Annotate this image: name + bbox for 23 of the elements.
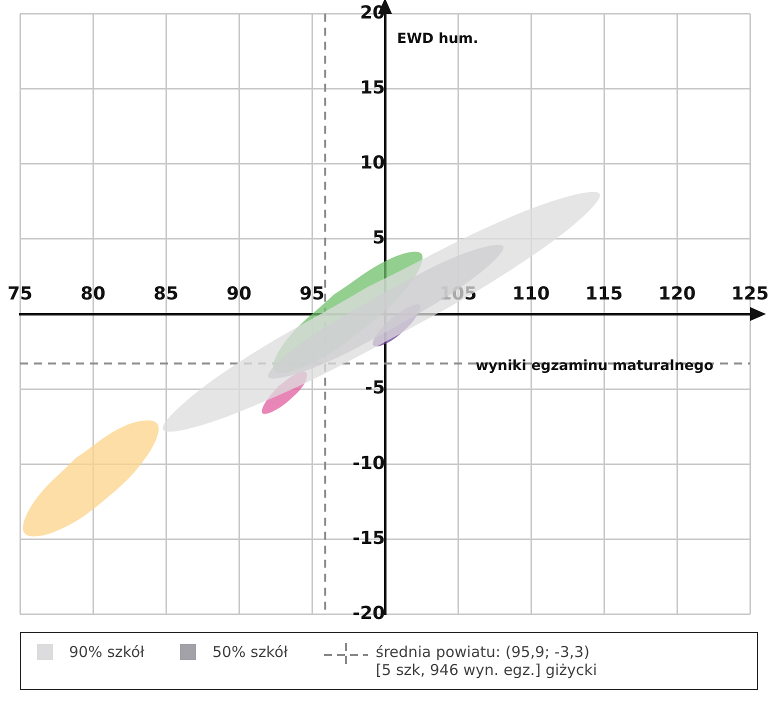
y-tick-label: 5 bbox=[372, 228, 385, 249]
x-tick-label: 85 bbox=[153, 283, 179, 304]
x-tick-label: 125 bbox=[731, 283, 769, 304]
y-tick-label: -10 bbox=[352, 452, 385, 474]
y-tick-label: 15 bbox=[360, 78, 385, 99]
y-tick-label: -15 bbox=[352, 528, 385, 549]
x-tick-label: 105 bbox=[439, 283, 477, 304]
y-tick-label: -5 bbox=[365, 378, 385, 399]
y-tick-label: -20 bbox=[352, 602, 385, 624]
y-axis-title: EWD hum. bbox=[397, 30, 478, 47]
x-tick-label: 90 bbox=[226, 283, 252, 304]
legend-label: 50% szkół bbox=[212, 643, 288, 661]
x-tick-label: 80 bbox=[80, 283, 106, 304]
legend-label: 90% szkół bbox=[69, 643, 144, 661]
x-tick-label: 95 bbox=[299, 283, 325, 304]
x-tick-label: 115 bbox=[585, 283, 623, 304]
x-tick-label: 120 bbox=[658, 283, 696, 304]
text: [5 szk, 946 wyn. egz.] giżycki bbox=[376, 661, 597, 679]
x-axis-title: wyniki egzaminu maturalnego bbox=[475, 358, 714, 374]
x-tick-label: 110 bbox=[512, 283, 550, 304]
x-tick-label: 75 bbox=[7, 283, 33, 304]
text: średnia powiatu: (95,9; -3,3) bbox=[376, 643, 591, 661]
y-tick-label: 10 bbox=[360, 152, 385, 174]
